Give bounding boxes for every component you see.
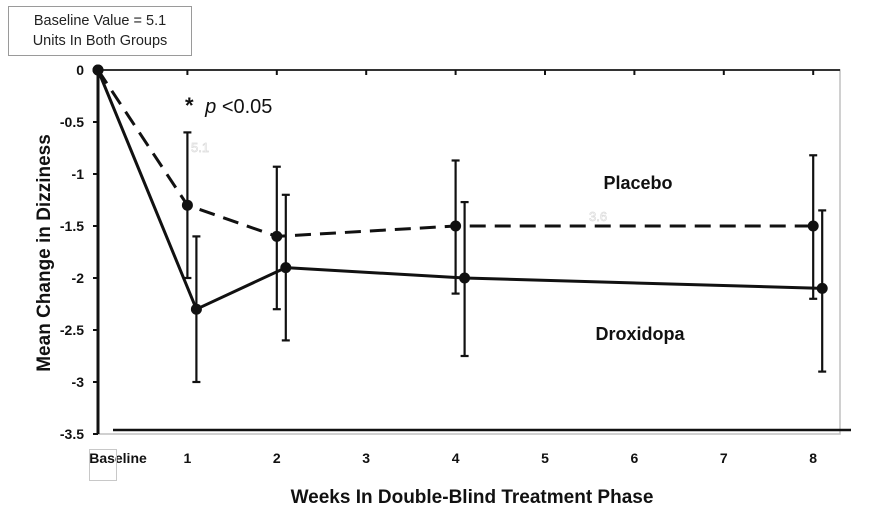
ghost-label: 3.6: [589, 209, 607, 224]
y-tick-label: -1.5: [60, 218, 84, 234]
plot-frame: [97, 69, 841, 435]
data-point: [450, 220, 462, 232]
significance-star: *: [185, 93, 194, 118]
y-tick-label: -3: [72, 374, 85, 390]
data-point: [459, 272, 471, 284]
y-tick-label: -0.5: [60, 114, 84, 130]
ghost-label: 5.1: [191, 140, 209, 155]
series-label-placebo: Placebo: [603, 173, 672, 193]
x-tick-label: 4: [452, 450, 460, 466]
baseline-note-line2: Units In Both Groups: [32, 33, 168, 49]
x-tick-labels: Baseline 1 2 3 4 5 6 7 8: [89, 450, 817, 466]
data-point: [271, 230, 283, 242]
x-tick-label: 1: [184, 450, 192, 466]
y-tick-label: 0: [76, 62, 84, 78]
x-tick-label: Baseline: [89, 450, 147, 466]
y-tick-labels: 0 -0.5 -1 -1.5 -2 -2.5 -3 -3.5: [60, 62, 84, 442]
empty-placeholder-box: [89, 449, 117, 481]
data-point: [807, 220, 819, 232]
x-axis-title: Weeks In Double-Blind Treatment Phase: [291, 487, 654, 508]
data-point: [280, 262, 292, 274]
baseline-note-box: Baseline Value = 5.1 Units In Both Group…: [8, 6, 192, 56]
x-tick-label: 8: [809, 450, 817, 466]
data-point: [190, 303, 202, 315]
x-tick-label: 6: [631, 450, 639, 466]
data-point: [816, 282, 828, 294]
data-point: [181, 199, 193, 211]
significance-p: p: [204, 96, 216, 118]
series-droxidopa: [92, 64, 828, 384]
baseline-note-line1: Baseline Value = 5.1: [33, 13, 167, 29]
series-layer: [92, 64, 828, 384]
x-tick-label: 7: [720, 450, 728, 466]
y-tick-label: -1: [72, 166, 85, 182]
y-tick-label: -3.5: [60, 426, 84, 442]
series-label-droxidopa: Droxidopa: [595, 324, 685, 344]
x-tick-label: 2: [273, 450, 281, 466]
data-point: [92, 64, 104, 76]
y-axis-title: Mean Change in Dizziness: [34, 134, 55, 372]
x-tick-label: 3: [362, 450, 370, 466]
series-placebo: [92, 64, 819, 311]
significance-value: <0.05: [222, 96, 273, 118]
x-tick-label: 5: [541, 450, 549, 466]
significance-annotation: * p <0.05: [185, 93, 272, 118]
y-tick-label: -2: [72, 270, 85, 286]
x-ticks: [186, 70, 815, 75]
y-tick-label: -2.5: [60, 322, 84, 338]
